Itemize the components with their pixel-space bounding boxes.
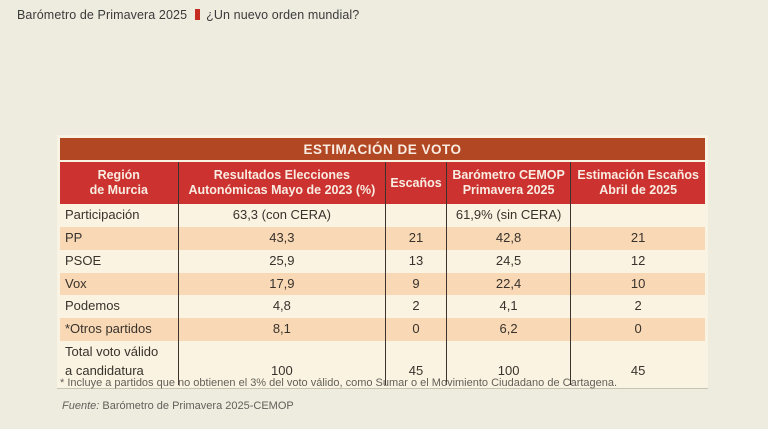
table-row-vox: Vox 17,9 9 22,4 10 bbox=[60, 272, 705, 296]
source-note: Fuente: Barómetro de Primavera 2025-CEMO… bbox=[62, 400, 294, 412]
cell-resultados: 4,8 bbox=[177, 295, 386, 319]
table-row-total: Total voto válido a candidatura 100 45 1… bbox=[60, 341, 705, 385]
cell-estimacion: 10 bbox=[570, 272, 705, 296]
cell-barometro: 6,2 bbox=[445, 318, 571, 342]
cell-estimacion: 12 bbox=[570, 249, 705, 273]
row-label: PP bbox=[60, 226, 179, 250]
page-title-left: Barómetro de Primavera 2025 bbox=[17, 8, 188, 22]
table-title: ESTIMACIÓN DE VOTO bbox=[60, 138, 705, 160]
cell-escanos: 0 bbox=[385, 318, 447, 342]
cell-estimacion: 2 bbox=[570, 295, 705, 319]
red-bar-icon bbox=[195, 9, 201, 20]
cell-barometro: 22,4 bbox=[445, 272, 571, 296]
cell-escanos: 45 bbox=[385, 341, 447, 385]
cell-estimacion bbox=[570, 204, 705, 227]
cell-estimacion: 45 bbox=[570, 341, 705, 385]
table-row-podemos: Podemos 4,8 2 4,1 2 bbox=[60, 295, 705, 319]
vote-estimation-table: ESTIMACIÓN DE VOTO Región de Murcia Resu… bbox=[57, 135, 708, 389]
row-label: Podemos bbox=[60, 295, 179, 319]
cell-resultados: 100 bbox=[177, 341, 386, 385]
row-label: Vox bbox=[60, 272, 179, 296]
table-row-pp: PP 43,3 21 42,8 21 bbox=[60, 226, 705, 250]
cell-resultados: 63,3 (con CERA) bbox=[177, 204, 386, 227]
data-table: Región de Murcia Resultados Elecciones A… bbox=[60, 162, 705, 385]
row-label: *Otros partidos bbox=[60, 318, 179, 342]
table-row-psoe: PSOE 25,9 13 24,5 12 bbox=[60, 249, 705, 273]
table-row-otros-partidos: *Otros partidos 8,1 0 6,2 0 bbox=[60, 318, 705, 342]
table-header-row: Región de Murcia Resultados Elecciones A… bbox=[60, 162, 705, 204]
cell-barometro: 100 bbox=[445, 341, 571, 385]
cell-barometro: 42,8 bbox=[445, 226, 571, 250]
col-header-resultados-2023: Resultados Elecciones Autonómicas Mayo d… bbox=[177, 162, 386, 204]
row-label: Total voto válido a candidatura bbox=[60, 341, 179, 385]
source-label: Fuente: bbox=[62, 400, 100, 412]
cell-barometro: 24,5 bbox=[445, 249, 571, 273]
page-title-right: ¿Un nuevo orden mundial? bbox=[206, 8, 360, 22]
page-title: Barómetro de Primavera 2025 ¿Un nuevo ord… bbox=[17, 8, 359, 22]
cell-resultados: 43,3 bbox=[177, 226, 386, 250]
cell-resultados: 25,9 bbox=[177, 249, 386, 273]
cell-estimacion: 21 bbox=[570, 226, 705, 250]
source-text: Barómetro de Primavera 2025-CEMOP bbox=[99, 400, 294, 412]
table-row-participacion: Participación 63,3 (con CERA) 61,9% (sin… bbox=[60, 204, 705, 227]
cell-barometro: 61,9% (sin CERA) bbox=[445, 204, 571, 227]
cell-escanos: 2 bbox=[385, 295, 447, 319]
cell-escanos bbox=[385, 204, 447, 227]
cell-escanos: 13 bbox=[385, 249, 447, 273]
col-header-escanos: Escaños bbox=[385, 162, 447, 204]
col-header-barometro-cemop: Barómetro CEMOP Primavera 2025 bbox=[445, 162, 571, 204]
row-label: PSOE bbox=[60, 249, 179, 273]
cell-escanos: 21 bbox=[385, 226, 447, 250]
cell-resultados: 17,9 bbox=[177, 272, 386, 296]
cell-barometro: 4,1 bbox=[445, 295, 571, 319]
col-header-estimacion-escanos: Estimación Escaños Abril de 2025 bbox=[570, 162, 705, 204]
footnote-asterisk: * Incluye a partidos que no obtienen el … bbox=[60, 377, 618, 389]
cell-estimacion: 0 bbox=[570, 318, 705, 342]
row-label: Participación bbox=[60, 204, 179, 227]
cell-escanos: 9 bbox=[385, 272, 447, 296]
cell-resultados: 8,1 bbox=[177, 318, 386, 342]
col-header-region: Región de Murcia bbox=[60, 162, 179, 204]
